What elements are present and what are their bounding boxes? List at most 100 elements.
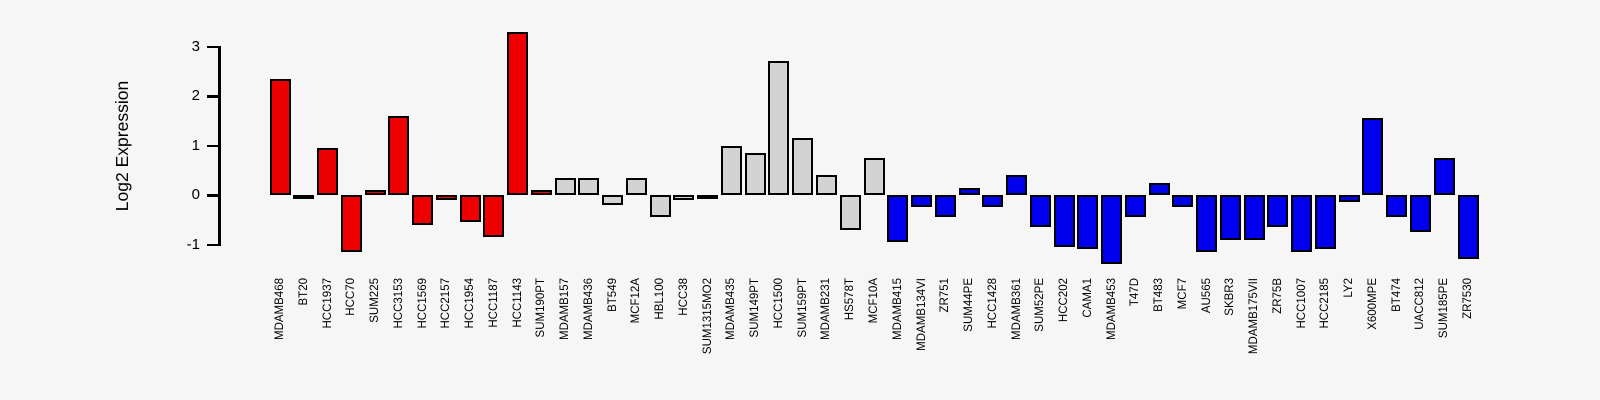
- x-tick-label-mcf7: MCF7: [1176, 278, 1189, 310]
- y-tick-mark: [207, 194, 218, 197]
- bar-mdamb361: [1006, 175, 1028, 195]
- x-tick-label-mcf10a: MCF10A: [868, 278, 880, 324]
- bar-sum52pe: [1029, 195, 1051, 228]
- x-tick-label-sum1315mo2: SUM1315MO2: [701, 278, 714, 355]
- bar-hcc1007: [1291, 195, 1313, 252]
- x-tick-label-sum52pe: SUM52PE: [1034, 278, 1047, 332]
- x-tick-label-mdamb157: MDAMB157: [559, 278, 572, 340]
- y-tick-label: 1: [191, 136, 200, 154]
- x-tick-label-hcc1007: HCC1007: [1295, 278, 1308, 329]
- bar-mdamb157: [554, 177, 576, 195]
- x-tick-label-hcc1937: HCC1937: [321, 278, 334, 329]
- bar-sum149pt: [744, 152, 766, 195]
- y-tick-mark: [207, 144, 218, 147]
- x-tick-label-mdamb175vii: MDAMB175VII: [1248, 278, 1261, 355]
- x-tick-label-sum225: SUM225: [369, 278, 382, 323]
- bar-bt549: [602, 195, 624, 205]
- y-tick-mark: [207, 243, 218, 246]
- x-tick-label-mdamb435: MDAMB435: [725, 278, 738, 340]
- y-tick-label: 2: [191, 87, 200, 104]
- y-axis-line: [218, 45, 221, 246]
- bar-hcc3153: [388, 115, 410, 195]
- x-tick-label-hcc1569: HCC1569: [416, 278, 429, 329]
- y-axis-title: Log2 Expression: [112, 80, 132, 212]
- bar-hbl100: [649, 195, 671, 218]
- x-tick-label-mcf12a: MCF12A: [630, 278, 643, 324]
- x-tick-label-au565: AU565: [1200, 278, 1213, 314]
- x-tick-label-mdamb453: MDAMB453: [1105, 278, 1118, 340]
- x-tick-label-t47d: T47D: [1129, 278, 1142, 307]
- x-tick-label-sum159pt: SUM159PT: [796, 278, 809, 338]
- x-tick-label-bt20: BT20: [297, 278, 310, 306]
- x-tick-label-mdamb415: MDAMB415: [891, 278, 904, 340]
- bar-bt20: [293, 195, 315, 199]
- bar-bt474: [1386, 195, 1408, 218]
- bar-hcc202: [1053, 195, 1075, 247]
- x-tick-label-hs578t: HS578T: [844, 278, 857, 321]
- bar-sum225: [364, 190, 386, 195]
- bar-sum185pe: [1433, 157, 1455, 195]
- bar-cama1: [1077, 195, 1099, 250]
- x-tick-label-mdamb231: MDAMB231: [820, 278, 833, 340]
- y-tick-label: 0: [191, 186, 200, 203]
- x-tick-label-sum190pt: SUM190PT: [535, 278, 548, 338]
- x-tick-label-hcc38: HCC38: [677, 278, 690, 316]
- y-tick-label: 3: [191, 37, 200, 55]
- x-tick-label-mdamb468: MDAMB468: [274, 278, 286, 340]
- x-tick-label-ly2: LY2: [1343, 278, 1356, 298]
- x-tick-label-hcc1187: HCC1187: [487, 278, 500, 328]
- x-tick-label-mdamb361: MDAMB361: [1010, 278, 1023, 340]
- bar-x600mpe: [1362, 118, 1384, 195]
- x-tick-label-sum44pe: SUM44PE: [963, 278, 976, 332]
- bar-hcc2185: [1314, 195, 1336, 250]
- bar-sum159pt: [792, 138, 814, 195]
- bar-zr751: [934, 195, 956, 218]
- x-tick-label-x600mpe: X600MPE: [1366, 278, 1379, 330]
- bar-mdamb435: [720, 145, 742, 195]
- x-tick-label-hcc1954: HCC1954: [464, 278, 477, 329]
- bar-uacc812: [1409, 195, 1431, 233]
- bar-hcc2157: [435, 195, 457, 200]
- x-tick-label-hcc202: HCC202: [1058, 278, 1071, 323]
- x-tick-label-hcc70: HCC70: [345, 278, 358, 316]
- x-tick-label-mdamb436: MDAMB436: [582, 278, 595, 340]
- bar-t47d: [1124, 195, 1146, 218]
- bar-mdamb453: [1101, 195, 1123, 265]
- bar-hcc38: [673, 195, 695, 200]
- x-tick-label-bt549: BT549: [606, 278, 619, 312]
- y-tick-mark: [207, 95, 218, 98]
- bar-au565: [1196, 195, 1218, 252]
- x-tick-label-cama1: CAMA1: [1081, 278, 1094, 318]
- bar-mcf7: [1172, 195, 1194, 208]
- x-tick-label-hcc2185: HCC2185: [1319, 278, 1332, 329]
- bar-sum190pt: [530, 190, 552, 195]
- bar-mcf10a: [863, 157, 885, 195]
- bar-hcc70: [340, 195, 362, 252]
- bar-bt483: [1148, 182, 1170, 195]
- bar-sum44pe: [958, 187, 980, 195]
- x-tick-label-hcc3153: HCC3153: [392, 278, 405, 329]
- bar-mcf12a: [625, 177, 647, 195]
- bar-hcc1143: [507, 31, 529, 195]
- bar-mdamb415: [887, 195, 909, 243]
- x-tick-label-hbl100: HBL100: [654, 278, 667, 320]
- bar-mdamb231: [815, 175, 837, 195]
- y-tick-mark: [207, 45, 218, 48]
- x-tick-label-bt474: BT474: [1390, 278, 1403, 312]
- x-tick-label-mdamb134vi: MDAMB134VI: [915, 278, 928, 351]
- bar-hs578t: [839, 195, 861, 230]
- bar-hcc1428: [982, 195, 1004, 208]
- bar-mdamb134vi: [911, 195, 933, 208]
- x-tick-label-skbr3: SKBR3: [1224, 278, 1237, 316]
- bar-mdamb468: [269, 78, 291, 195]
- bar-skbr3: [1219, 195, 1241, 240]
- bar-hcc1954: [459, 195, 481, 223]
- bar-mdamb175vii: [1243, 195, 1265, 240]
- x-tick-label-hcc1428: HCC1428: [986, 278, 999, 329]
- bar-hcc1937: [317, 147, 339, 195]
- y-tick-label: -1: [186, 235, 200, 253]
- x-tick-label-zr7530: ZR7530: [1462, 278, 1474, 319]
- x-tick-label-zr75b: ZR75B: [1271, 278, 1284, 314]
- x-tick-label-sum149pt: SUM149PT: [749, 278, 762, 338]
